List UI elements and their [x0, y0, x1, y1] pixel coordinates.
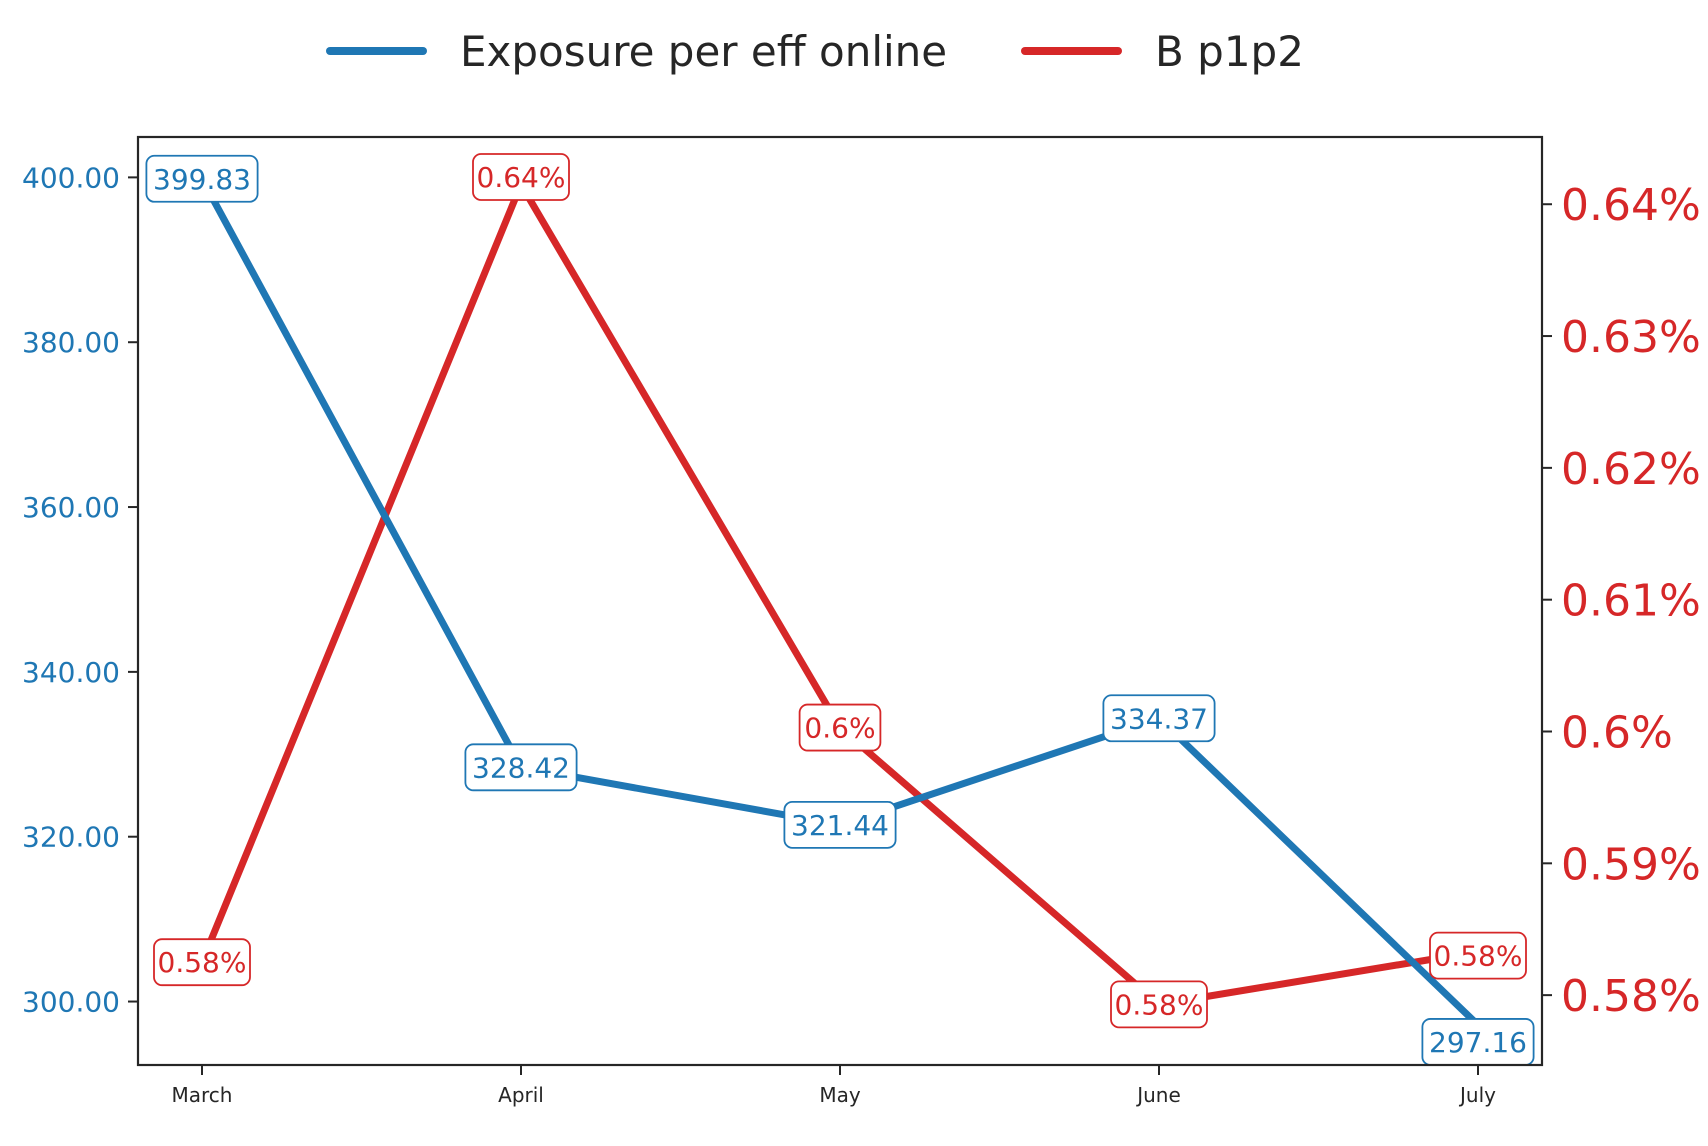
right-y-tick-label: 0.58% [1561, 971, 1701, 1022]
right-y-tick-label: 0.63% [1561, 312, 1701, 363]
plot-area-frame [136, 135, 1544, 1067]
data-label-box [1102, 694, 1216, 743]
series-line [198, 175, 1482, 1029]
legend-item: B p1p2 [1021, 27, 1304, 76]
red-data-label: 0.6% [798, 703, 882, 752]
series-line [198, 180, 1482, 1008]
data-label-text: 0.58% [1115, 988, 1204, 1021]
data-label-box [472, 153, 570, 201]
series-layer [198, 175, 1482, 1029]
data-label-box [798, 703, 882, 752]
blue-data-label: 297.16 [1421, 1018, 1535, 1066]
data-label-box [153, 938, 251, 987]
legend-label: B p1p2 [1155, 27, 1304, 76]
red-data-label: 0.64% [472, 153, 570, 201]
x-tick-label: March [172, 1083, 233, 1107]
red-data-label: 0.58% [1429, 931, 1527, 980]
data-label-layer: 0.58% 0.64% 0.6% 0.58% 0.58% 399.83 328.42 321.… [145, 153, 1535, 1066]
data-label-text: 0.64% [477, 161, 566, 194]
left-y-tick-label: 300.00 [22, 986, 120, 1019]
data-label-box [783, 800, 897, 849]
red-data-label: 0.58% [153, 938, 251, 987]
right-y-tick-label: 0.59% [1561, 839, 1701, 890]
data-label-text: 321.44 [791, 809, 889, 842]
x-tick-label: June [1135, 1083, 1181, 1107]
data-label-box [145, 154, 259, 203]
right-y-tick-label: 0.6% [1561, 708, 1673, 759]
left-y-axis: 300.00 320.00 340.00 360.00 380.00 400.00 [22, 161, 138, 1019]
left-y-tick-label: 340.00 [22, 656, 120, 689]
left-y-tick-label: 360.00 [22, 491, 120, 524]
blue-data-label: 399.83 [145, 154, 259, 203]
data-label-text: 334.37 [1110, 702, 1208, 735]
data-label-text: 297.16 [1429, 1026, 1527, 1059]
blue-data-label: 334.37 [1102, 694, 1216, 743]
x-tick-label: April [498, 1083, 544, 1107]
right-y-axis: 0.58% 0.59% 0.6% 0.61% 0.62% 0.63% 0.64% [1542, 180, 1701, 1022]
x-axis: March April May June July [172, 1065, 1496, 1107]
x-tick-label: July [1458, 1083, 1496, 1107]
red-data-label: 0.58% [1110, 980, 1208, 1029]
data-label-box [1429, 931, 1527, 980]
right-y-tick-label: 0.64% [1561, 180, 1701, 231]
x-tick-label: May [819, 1083, 861, 1107]
data-label-text: 328.42 [472, 751, 570, 784]
right-y-tick-label: 0.61% [1561, 576, 1701, 627]
data-label-text: 0.58% [1434, 940, 1523, 973]
data-label-text: 0.58% [158, 946, 247, 979]
right-y-tick-label: 0.62% [1561, 444, 1701, 495]
blue-data-label: 328.42 [464, 743, 578, 792]
legend-item: Exposure per eff online [326, 27, 947, 76]
left-y-tick-label: 400.00 [22, 161, 120, 194]
data-label-text: 399.83 [153, 163, 251, 196]
data-label-box [1110, 980, 1208, 1029]
blue-data-label: 321.44 [783, 800, 897, 849]
legend: Exposure per eff online B p1p2 [326, 27, 1304, 76]
legend-label: Exposure per eff online [460, 27, 947, 76]
data-label-text: 0.6% [804, 712, 875, 745]
left-y-tick-label: 380.00 [22, 326, 120, 359]
left-y-tick-label: 320.00 [22, 821, 120, 854]
data-label-box [464, 743, 578, 792]
